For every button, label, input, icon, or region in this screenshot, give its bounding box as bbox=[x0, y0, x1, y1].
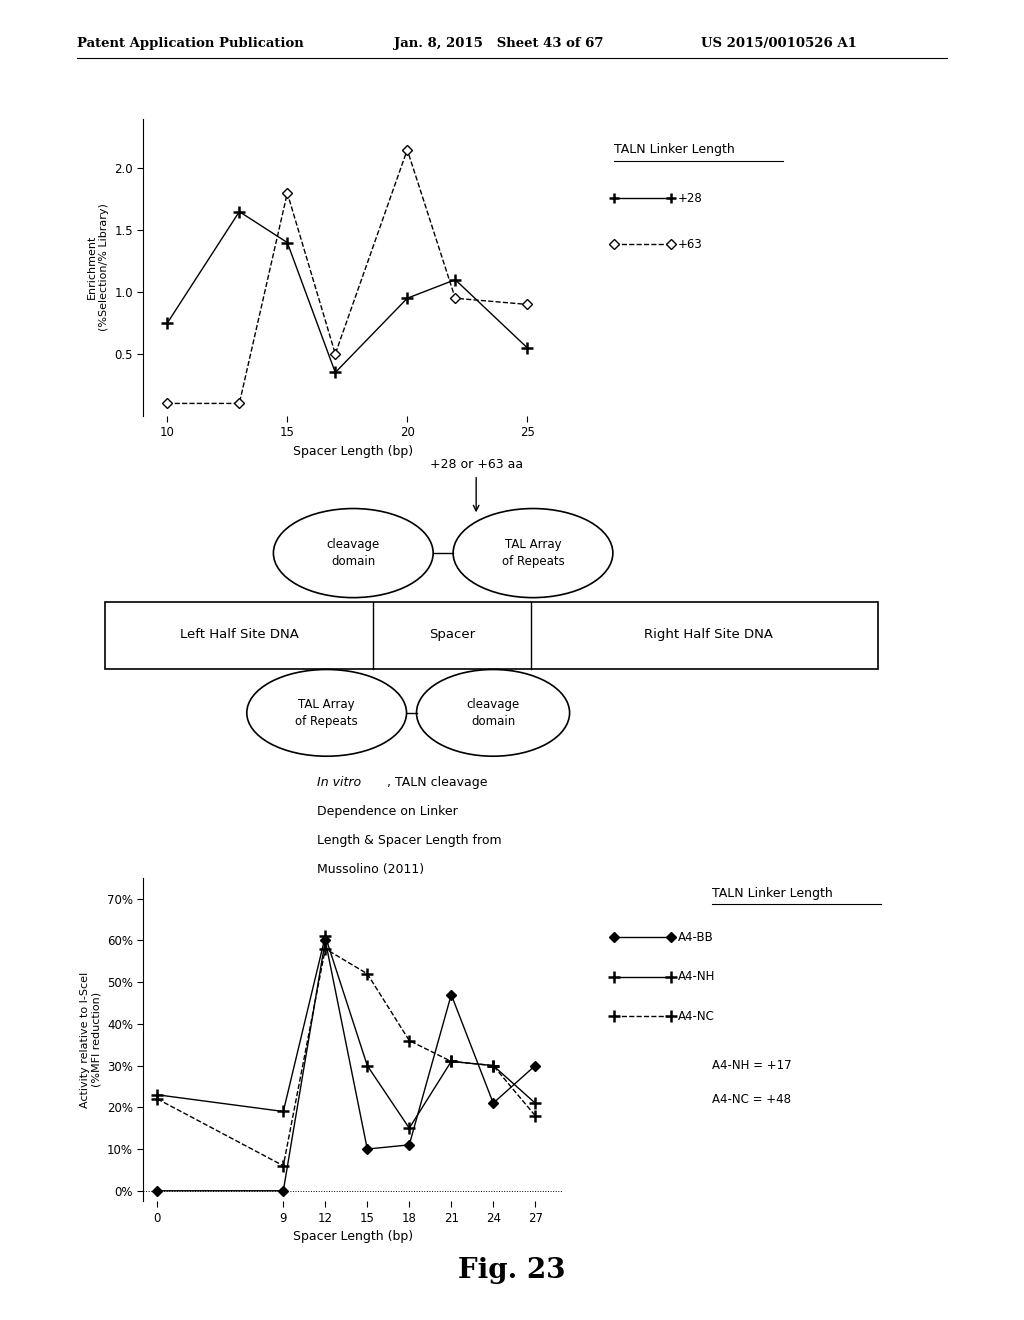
Text: Spacer: Spacer bbox=[429, 627, 475, 640]
Text: Right Half Site DNA: Right Half Site DNA bbox=[644, 627, 773, 640]
Text: US 2015/0010526 A1: US 2015/0010526 A1 bbox=[701, 37, 857, 50]
Text: TALN Linker Length: TALN Linker Length bbox=[712, 887, 833, 900]
Text: +28: +28 bbox=[678, 191, 702, 205]
Text: Mussolino (2011): Mussolino (2011) bbox=[317, 863, 425, 876]
Text: A4-BB: A4-BB bbox=[678, 931, 714, 944]
Text: +63: +63 bbox=[678, 238, 702, 251]
Text: A4-NC: A4-NC bbox=[678, 1010, 715, 1023]
Text: , TALN cleavage: , TALN cleavage bbox=[387, 776, 487, 789]
X-axis label: Spacer Length (bp): Spacer Length (bp) bbox=[293, 445, 414, 458]
Y-axis label: Activity relative to I-SceI
(%MFI reduction): Activity relative to I-SceI (%MFI reduct… bbox=[80, 972, 101, 1107]
Text: A4-NH: A4-NH bbox=[678, 970, 715, 983]
Text: TAL Array
of Repeats: TAL Array of Repeats bbox=[502, 539, 564, 568]
Text: In vitro: In vitro bbox=[317, 776, 361, 789]
Text: cleavage
domain: cleavage domain bbox=[327, 539, 380, 568]
Text: +28 or +63 aa: +28 or +63 aa bbox=[430, 458, 522, 471]
Text: Left Half Site DNA: Left Half Site DNA bbox=[180, 627, 299, 640]
Text: TAL Array
of Repeats: TAL Array of Repeats bbox=[295, 698, 358, 727]
Text: Length & Spacer Length from: Length & Spacer Length from bbox=[317, 834, 502, 847]
Text: Dependence on Linker: Dependence on Linker bbox=[317, 805, 458, 818]
Text: A4-NH = +17: A4-NH = +17 bbox=[712, 1059, 792, 1072]
X-axis label: Spacer Length (bp): Spacer Length (bp) bbox=[293, 1230, 414, 1243]
Text: TALN Linker Length: TALN Linker Length bbox=[614, 143, 735, 156]
Text: Fig. 23: Fig. 23 bbox=[459, 1257, 565, 1283]
Text: Jan. 8, 2015   Sheet 43 of 67: Jan. 8, 2015 Sheet 43 of 67 bbox=[394, 37, 604, 50]
Text: cleavage
domain: cleavage domain bbox=[466, 698, 520, 727]
Text: Patent Application Publication: Patent Application Publication bbox=[77, 37, 303, 50]
Y-axis label: Enrichment
(%Selection/% Library): Enrichment (%Selection/% Library) bbox=[87, 203, 109, 331]
Text: A4-NC = +48: A4-NC = +48 bbox=[712, 1093, 791, 1106]
